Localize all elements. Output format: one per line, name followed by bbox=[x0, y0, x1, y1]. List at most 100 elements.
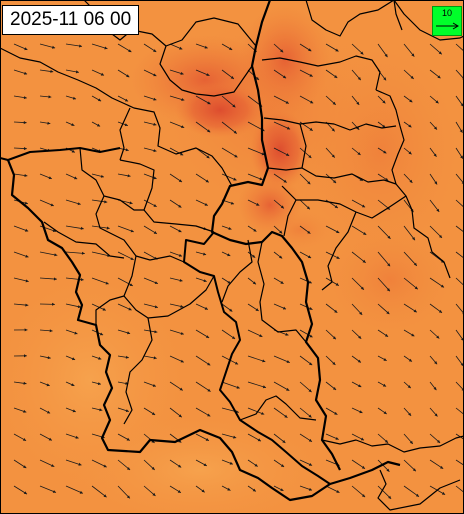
wind-arrow-head bbox=[48, 176, 52, 180]
wind-arrow-head bbox=[252, 488, 256, 492]
wind-arrow-head bbox=[335, 437, 339, 440]
wind-arrow-head bbox=[151, 412, 156, 415]
wind-arrow-head bbox=[409, 99, 413, 103]
wind-arrow-head bbox=[306, 206, 310, 210]
wind-arrow-head bbox=[382, 100, 386, 104]
wind-arrow-head bbox=[75, 435, 79, 439]
wind-arrow-head bbox=[97, 382, 101, 386]
wind-arrow-head bbox=[23, 147, 27, 151]
legend-speed-value: 10 bbox=[441, 8, 452, 18]
wind-arrow-head bbox=[126, 467, 131, 470]
wind-arrow-head bbox=[440, 465, 444, 469]
wind-arrow-head bbox=[282, 306, 286, 310]
wind-arrow-head bbox=[434, 413, 438, 417]
wind-arrow bbox=[403, 225, 416, 241]
wind-arrow-head bbox=[282, 75, 287, 79]
wind-arrow-head bbox=[153, 49, 157, 52]
wind-arrow bbox=[247, 407, 265, 415]
wind-arrow-head bbox=[308, 487, 312, 491]
wind-arrow-head bbox=[126, 495, 130, 499]
wind-arrow-head bbox=[153, 204, 157, 207]
wind-arrow-head bbox=[180, 332, 184, 335]
wind-arrow-head bbox=[46, 383, 50, 387]
wind-arrow bbox=[247, 147, 265, 156]
wind-arrow bbox=[455, 251, 464, 259]
wind-arrow-head bbox=[72, 96, 76, 100]
wind-arrow bbox=[273, 147, 290, 157]
wind-arrow-head bbox=[25, 228, 29, 232]
wind-arrow-head bbox=[357, 77, 361, 81]
wind-arrow-head bbox=[336, 256, 340, 259]
wind-arrow-head bbox=[386, 288, 390, 292]
wind-arrow bbox=[91, 251, 111, 257]
wind-arrow-head bbox=[153, 231, 157, 234]
wind-arrow-head bbox=[24, 71, 28, 75]
wind-arrow-head bbox=[332, 387, 337, 390]
wind-arrow-head bbox=[336, 230, 340, 233]
wind-arrow bbox=[455, 199, 464, 208]
wind-arrow-head bbox=[359, 178, 363, 181]
wind-arrow-head bbox=[437, 439, 441, 443]
wind-arrow-head bbox=[178, 464, 182, 468]
wind-arrow-head bbox=[280, 205, 284, 209]
wind-arrow-head bbox=[357, 359, 361, 363]
wind-arrow bbox=[403, 277, 419, 290]
wind-arrow-head bbox=[357, 152, 361, 155]
wind-arrow-head bbox=[231, 336, 236, 339]
wind-arrow-head bbox=[388, 495, 392, 499]
wind-arrow-head bbox=[51, 464, 55, 467]
wind-arrow-head bbox=[52, 229, 56, 232]
wind-arrow bbox=[429, 251, 445, 264]
wind-arrow bbox=[91, 225, 110, 229]
wind-arrow-head bbox=[79, 490, 83, 494]
wind-arrow bbox=[195, 121, 211, 133]
wind-arrow-head bbox=[126, 437, 130, 441]
wind-arrow-head bbox=[361, 465, 365, 469]
wind-arrow-head bbox=[234, 361, 239, 365]
wind-arrow-head bbox=[129, 201, 133, 205]
wind-arrow-head bbox=[153, 356, 157, 360]
wind-arrow-icon bbox=[436, 22, 459, 30]
wind-arrow bbox=[65, 225, 84, 230]
wind-arrow bbox=[247, 381, 267, 388]
wind-arrow-head bbox=[233, 177, 237, 181]
wind-arrow bbox=[429, 277, 445, 288]
wind-arrow-head bbox=[71, 123, 75, 126]
wind-arrow-head bbox=[286, 153, 290, 156]
wind-arrow bbox=[377, 277, 391, 292]
wind-arrow-head bbox=[207, 362, 211, 366]
wind-arrow-head bbox=[207, 413, 211, 417]
wind-arrow bbox=[377, 225, 391, 240]
wind-arrow-head bbox=[412, 468, 416, 472]
outer-border-west bbox=[6, 159, 401, 502]
wind-arrow-head bbox=[257, 438, 261, 442]
wind-arrow-head bbox=[179, 387, 183, 391]
wind-arrow-head bbox=[439, 234, 442, 238]
wind-arrow-head bbox=[334, 205, 338, 208]
wind-arrow-head bbox=[435, 100, 439, 104]
wind-arrow bbox=[65, 251, 85, 254]
wind-arrow bbox=[65, 277, 84, 281]
wind-arrow bbox=[429, 225, 443, 239]
wind-arrow-head bbox=[79, 44, 82, 48]
wind-arrow-head bbox=[334, 309, 338, 313]
wind-arrow-head bbox=[24, 201, 28, 205]
wind-arrow-head bbox=[360, 51, 364, 55]
wind-arrow-head bbox=[332, 361, 336, 365]
wind-arrow-head bbox=[308, 280, 312, 284]
wind-arrow-head bbox=[74, 176, 78, 180]
wind-arrow bbox=[273, 381, 290, 391]
wind-arrow-head bbox=[309, 127, 313, 131]
wind-arrow-head bbox=[52, 490, 56, 493]
wind-arrow-head bbox=[127, 331, 131, 335]
wind-arrow-head bbox=[285, 100, 289, 104]
wind-arrow-head bbox=[77, 202, 81, 206]
wind-arrow-head bbox=[252, 254, 256, 258]
wind-arrow-head bbox=[308, 48, 312, 52]
wind-arrow-head bbox=[180, 152, 184, 156]
wind-scale-legend: 10 bbox=[432, 6, 462, 36]
wind-arrow-head bbox=[181, 125, 185, 128]
wind-arrow bbox=[39, 485, 57, 493]
wind-arrow-head bbox=[179, 46, 183, 50]
wind-arrow bbox=[221, 95, 236, 108]
